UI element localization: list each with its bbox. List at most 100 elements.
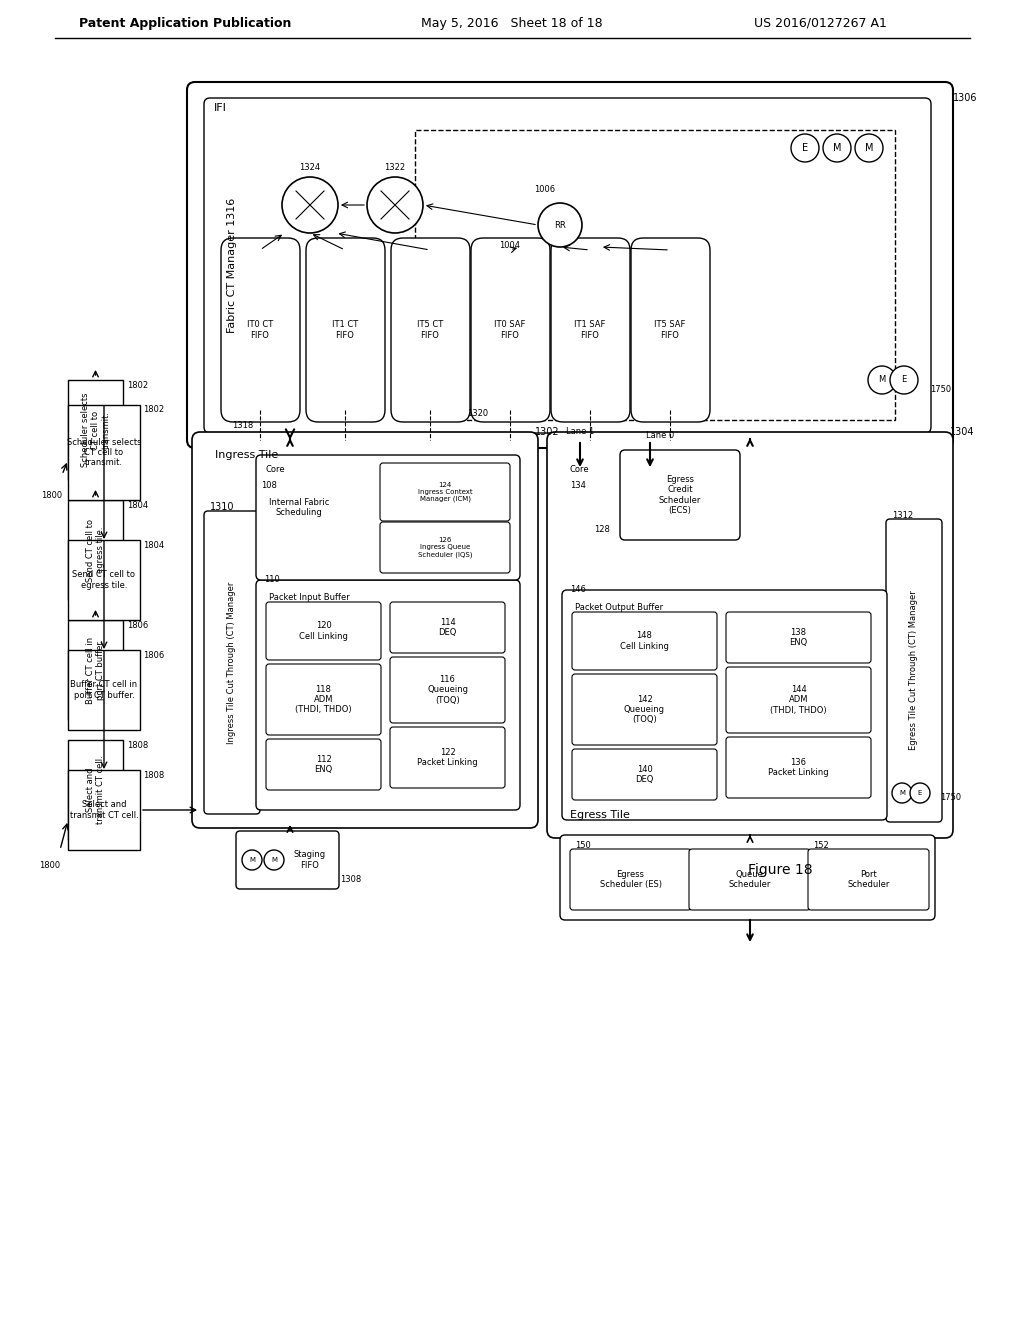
FancyBboxPatch shape	[390, 602, 505, 653]
FancyBboxPatch shape	[221, 238, 300, 422]
FancyBboxPatch shape	[551, 238, 630, 422]
FancyBboxPatch shape	[380, 521, 510, 573]
Text: 152: 152	[813, 841, 828, 850]
FancyBboxPatch shape	[562, 590, 887, 820]
Text: 1324: 1324	[299, 162, 321, 172]
FancyBboxPatch shape	[620, 450, 740, 540]
Text: 128: 128	[594, 525, 610, 535]
FancyBboxPatch shape	[886, 519, 942, 822]
Circle shape	[791, 135, 819, 162]
FancyBboxPatch shape	[236, 832, 339, 888]
Text: 1806: 1806	[143, 651, 164, 660]
Bar	[415, 129, 895, 420]
FancyBboxPatch shape	[266, 664, 381, 735]
Circle shape	[242, 850, 262, 870]
Text: Core: Core	[570, 466, 590, 474]
Text: Select and
transmit CT cell.: Select and transmit CT cell.	[86, 755, 105, 825]
Text: 110: 110	[264, 576, 280, 585]
Text: IT0 CT
FIFO: IT0 CT FIFO	[247, 321, 273, 339]
Text: Egress
Scheduler (ES): Egress Scheduler (ES)	[599, 870, 662, 890]
Text: RR: RR	[554, 220, 566, 230]
Text: M: M	[899, 789, 905, 796]
Text: Internal Fabric
Scheduling: Internal Fabric Scheduling	[269, 498, 330, 517]
FancyBboxPatch shape	[204, 98, 931, 433]
FancyBboxPatch shape	[256, 579, 520, 810]
Text: 142
Queueing
(TOQ): 142 Queueing (TOQ)	[624, 694, 665, 725]
Text: 1804: 1804	[143, 540, 164, 549]
Text: M: M	[249, 857, 255, 863]
Text: 1308: 1308	[340, 875, 361, 884]
Text: 126
Ingress Queue
Scheduler (IQS): 126 Ingress Queue Scheduler (IQS)	[418, 537, 472, 558]
Text: 134: 134	[570, 480, 586, 490]
Text: 1004: 1004	[500, 240, 520, 249]
FancyBboxPatch shape	[391, 238, 470, 422]
Text: Core: Core	[266, 466, 286, 474]
Text: M: M	[271, 857, 278, 863]
FancyBboxPatch shape	[808, 849, 929, 909]
FancyBboxPatch shape	[380, 463, 510, 521]
Text: Ingress Tile: Ingress Tile	[215, 450, 279, 459]
Text: 136
Packet Linking: 136 Packet Linking	[768, 758, 828, 777]
Text: IT1 CT
FIFO: IT1 CT FIFO	[332, 321, 358, 339]
Circle shape	[855, 135, 883, 162]
Text: US 2016/0127267 A1: US 2016/0127267 A1	[754, 16, 887, 29]
Bar	[68, 500, 123, 601]
Bar	[68, 649, 140, 730]
Text: 116
Queueing
(TOQ): 116 Queueing (TOQ)	[427, 675, 468, 705]
FancyBboxPatch shape	[631, 238, 710, 422]
Text: M: M	[864, 143, 873, 153]
Text: 138
ENQ: 138 ENQ	[790, 628, 808, 647]
FancyBboxPatch shape	[266, 739, 381, 789]
Text: Patent Application Publication: Patent Application Publication	[79, 16, 291, 29]
Text: Scheduler selects
CT cell to
transmit.: Scheduler selects CT cell to transmit.	[81, 393, 111, 467]
Text: 120
Cell Linking: 120 Cell Linking	[299, 622, 348, 640]
Text: Buffer CT cell in
port CT buffer.: Buffer CT cell in port CT buffer.	[86, 636, 105, 704]
FancyBboxPatch shape	[572, 612, 717, 671]
Text: Port
Scheduler: Port Scheduler	[847, 870, 890, 890]
Circle shape	[868, 366, 896, 393]
Text: E: E	[802, 143, 808, 153]
FancyBboxPatch shape	[390, 727, 505, 788]
Text: Egress Tile: Egress Tile	[570, 810, 630, 820]
Text: 118
ADM
(THDI, THDO): 118 ADM (THDI, THDO)	[295, 685, 352, 714]
Bar	[68, 405, 140, 500]
Circle shape	[823, 135, 851, 162]
Text: E: E	[918, 789, 923, 796]
Text: IT1 SAF
FIFO: IT1 SAF FIFO	[574, 321, 605, 339]
Text: Fabric CT Manager 1316: Fabric CT Manager 1316	[227, 198, 237, 333]
Text: Packet Output Buffer: Packet Output Buffer	[575, 602, 664, 611]
Text: 1006: 1006	[535, 186, 556, 194]
Text: 124
Ingress Context
Manager (ICM): 124 Ingress Context Manager (ICM)	[418, 482, 472, 502]
Text: 1322: 1322	[384, 162, 406, 172]
FancyBboxPatch shape	[570, 849, 691, 909]
Text: 1806: 1806	[127, 620, 148, 630]
FancyBboxPatch shape	[547, 432, 953, 838]
Text: Egress
Credit
Scheduler
(ECS): Egress Credit Scheduler (ECS)	[658, 475, 701, 515]
Circle shape	[538, 203, 582, 247]
Bar	[68, 540, 140, 620]
Text: IT5 CT
FIFO: IT5 CT FIFO	[417, 321, 443, 339]
Text: 148
Cell Linking: 148 Cell Linking	[621, 631, 669, 651]
Text: 112
ENQ: 112 ENQ	[314, 755, 333, 775]
FancyBboxPatch shape	[572, 675, 717, 744]
Text: Select and
transmit CT cell.: Select and transmit CT cell.	[70, 800, 138, 820]
Bar	[68, 741, 123, 840]
Text: 108: 108	[261, 480, 276, 490]
Text: IT5 SAF
FIFO: IT5 SAF FIFO	[654, 321, 686, 339]
Text: 1808: 1808	[143, 771, 164, 780]
Text: 1750: 1750	[930, 385, 951, 395]
Text: 1304: 1304	[950, 426, 975, 437]
Text: 1318: 1318	[232, 421, 253, 429]
Circle shape	[910, 783, 930, 803]
Text: 150: 150	[575, 841, 591, 850]
Text: M: M	[879, 375, 886, 384]
Text: IT0 SAF
FIFO: IT0 SAF FIFO	[495, 321, 525, 339]
Text: 140
DEQ: 140 DEQ	[635, 764, 653, 784]
Text: E: E	[901, 375, 906, 384]
Text: Egress Tile Cut Through (CT) Manager: Egress Tile Cut Through (CT) Manager	[909, 590, 919, 750]
FancyBboxPatch shape	[266, 602, 381, 660]
FancyBboxPatch shape	[726, 667, 871, 733]
Text: 1302: 1302	[535, 426, 560, 437]
Text: 1750: 1750	[940, 793, 962, 803]
Bar	[68, 770, 140, 850]
